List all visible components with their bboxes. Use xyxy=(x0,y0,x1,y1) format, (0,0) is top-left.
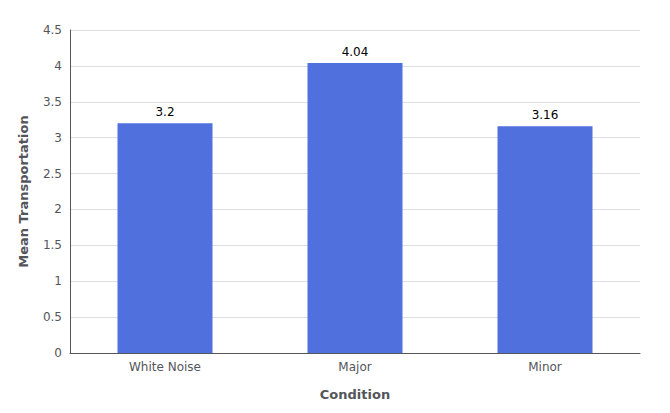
svg-text:3.16: 3.16 xyxy=(532,108,559,122)
svg-text:2.5: 2.5 xyxy=(43,167,62,181)
svg-text:4: 4 xyxy=(54,59,62,73)
svg-text:Major: Major xyxy=(338,360,371,374)
svg-text:1: 1 xyxy=(54,274,62,288)
svg-text:4.04: 4.04 xyxy=(342,45,369,59)
svg-text:1.5: 1.5 xyxy=(43,238,62,252)
svg-text:0: 0 xyxy=(54,346,62,360)
svg-text:0.5: 0.5 xyxy=(43,310,62,324)
svg-text:3: 3 xyxy=(54,131,62,145)
svg-text:4.5: 4.5 xyxy=(43,23,62,37)
svg-text:White Noise: White Noise xyxy=(129,360,201,374)
svg-text:Minor: Minor xyxy=(528,360,562,374)
svg-text:Condition: Condition xyxy=(320,387,390,402)
svg-text:3.5: 3.5 xyxy=(43,95,62,109)
svg-text:3.2: 3.2 xyxy=(155,105,174,119)
svg-text:Mean Transportation: Mean Transportation xyxy=(16,115,31,267)
svg-text:2: 2 xyxy=(54,202,62,216)
